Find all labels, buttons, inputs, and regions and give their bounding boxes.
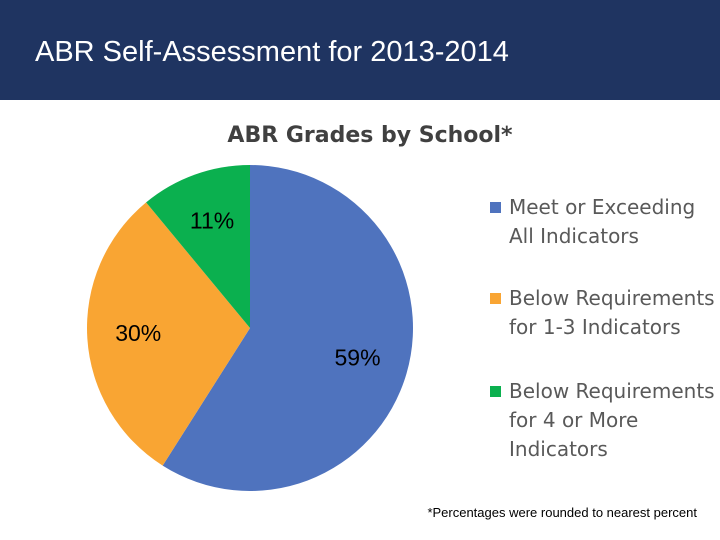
- slide-title: ABR Self-Assessment for 2013-2014: [35, 36, 509, 68]
- header-band: ABR Self-Assessment for 2013-2014: [0, 0, 720, 100]
- chart-title: ABR Grades by School*: [227, 123, 513, 148]
- legend-swatch: [490, 293, 501, 304]
- legend-item: Below Requirements for 4 or More Indicat…: [490, 377, 715, 464]
- legend-label: Meet or Exceeding All Indicators: [509, 195, 696, 248]
- legend-label: Below Requirements for 1-3 Indicators: [509, 286, 715, 339]
- slice-label: 30%: [115, 320, 161, 346]
- pie-slice: [146, 165, 250, 328]
- footnote: *Percentages were rounded to nearest per…: [427, 505, 697, 520]
- legend-label: Below Requirements for 4 or More Indicat…: [509, 379, 715, 461]
- legend-item: Below Requirements for 1-3 Indicators: [490, 284, 715, 342]
- slice-label: 59%: [335, 344, 381, 370]
- pie-slice: [162, 165, 413, 492]
- slice-label: 11%: [190, 208, 234, 234]
- legend-item: Meet or Exceeding All Indicators: [490, 193, 715, 251]
- legend-swatch: [490, 202, 501, 213]
- legend-swatch: [490, 386, 501, 397]
- pie-slice: [86, 202, 251, 466]
